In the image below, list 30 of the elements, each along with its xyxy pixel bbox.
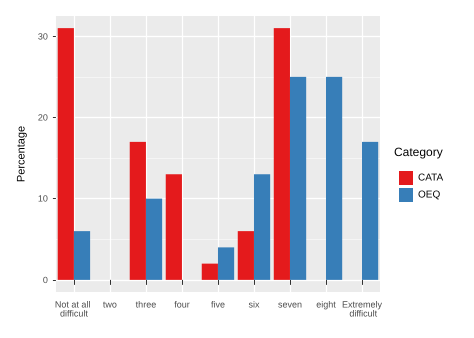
x-tick-label: seven <box>278 300 302 310</box>
legend-title: Category <box>394 145 443 159</box>
bar <box>74 231 90 280</box>
y-tick-label: 10 <box>38 194 48 204</box>
x-tick-label: Extremely difficult <box>342 300 382 318</box>
bar <box>146 198 162 280</box>
x-tick-label: three <box>136 300 156 310</box>
y-tick-label: 20 <box>38 112 48 122</box>
x-tick-label: five <box>210 300 225 310</box>
y-tick-label: 30 <box>38 31 48 42</box>
bar <box>326 76 342 280</box>
x-tick-label: two <box>102 300 117 310</box>
y-axis-title: Percentage <box>16 126 28 182</box>
bar <box>274 28 290 280</box>
bar <box>218 247 234 280</box>
x-tick-label: six <box>248 300 260 310</box>
bar <box>130 142 146 280</box>
x-tick-label: Not at all difficult <box>54 300 93 318</box>
legend-label: OEQ <box>418 190 440 200</box>
bar <box>238 231 254 280</box>
bar <box>290 76 306 280</box>
x-tick-label: four <box>174 300 190 310</box>
bar <box>254 174 270 280</box>
y-tick-label: 0 <box>42 274 48 285</box>
bar <box>58 28 74 280</box>
bar <box>202 264 218 280</box>
x-tick-label: eight <box>316 300 336 310</box>
legend-label: CATA <box>418 172 444 184</box>
bar <box>166 174 182 280</box>
bar <box>362 142 378 280</box>
